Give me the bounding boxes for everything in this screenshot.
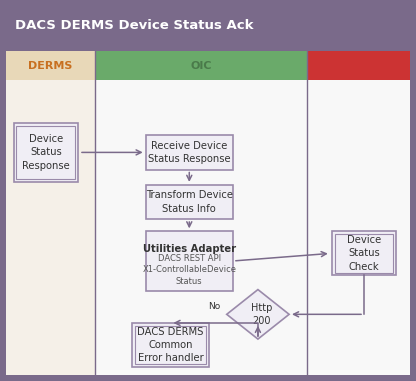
FancyBboxPatch shape <box>307 53 410 375</box>
FancyBboxPatch shape <box>146 135 233 170</box>
Text: Device
Status
Response: Device Status Response <box>22 134 69 171</box>
FancyBboxPatch shape <box>332 232 396 275</box>
Text: OIC: OIC <box>190 61 212 71</box>
Text: Device
Status
Check: Device Status Check <box>347 235 381 272</box>
FancyBboxPatch shape <box>307 51 410 80</box>
FancyBboxPatch shape <box>146 185 233 219</box>
Text: DACS: DACS <box>341 61 375 71</box>
Text: DACS DERMS Device Status Ack: DACS DERMS Device Status Ack <box>15 19 253 32</box>
Text: Utilities Adapter: Utilities Adapter <box>143 244 236 254</box>
Polygon shape <box>227 290 289 339</box>
FancyBboxPatch shape <box>6 2 410 51</box>
FancyBboxPatch shape <box>6 53 95 375</box>
Text: DERMS: DERMS <box>28 61 73 71</box>
FancyBboxPatch shape <box>95 51 307 80</box>
Text: No: No <box>208 302 220 311</box>
Text: Transform Device
Status Info: Transform Device Status Info <box>146 190 233 213</box>
Text: DACS REST API
X1-ControllableDevice
Status: DACS REST API X1-ControllableDevice Stat… <box>142 253 236 286</box>
FancyBboxPatch shape <box>6 51 95 80</box>
FancyBboxPatch shape <box>132 323 209 367</box>
FancyBboxPatch shape <box>6 53 410 375</box>
FancyBboxPatch shape <box>146 232 233 291</box>
FancyBboxPatch shape <box>13 123 78 182</box>
Text: DACS DERMS
Common
Error handler: DACS DERMS Common Error handler <box>137 327 204 363</box>
FancyBboxPatch shape <box>95 53 307 375</box>
Text: Http
200: Http 200 <box>250 303 272 325</box>
Text: Receive Device
Status Response: Receive Device Status Response <box>148 141 230 164</box>
